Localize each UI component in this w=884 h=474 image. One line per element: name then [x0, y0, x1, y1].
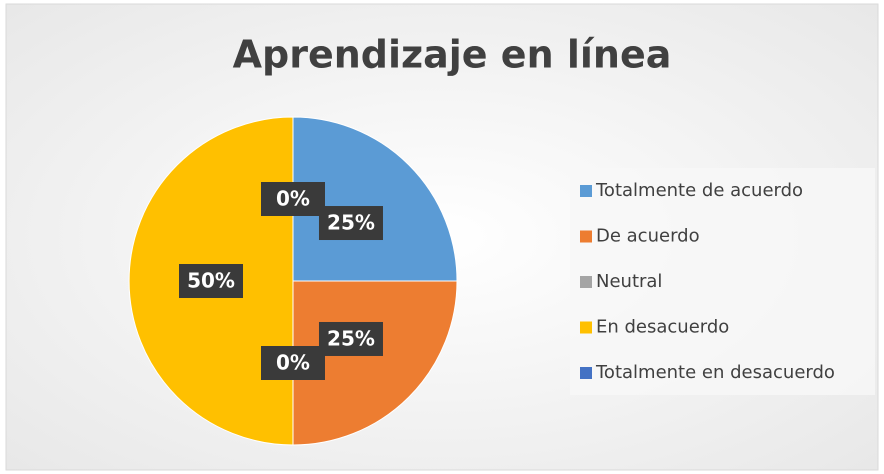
- legend-swatch: [580, 321, 592, 334]
- data-label-box: [179, 264, 243, 298]
- data-label-box: [318, 206, 383, 241]
- chart-title: Aprendizaje en línea: [233, 33, 672, 77]
- data-label: 25%: [327, 326, 375, 350]
- legend-label: Totalmente en desacuerdo: [595, 362, 835, 383]
- legend-label: Neutral: [596, 271, 662, 292]
- data-label-box: [261, 182, 325, 216]
- legend-swatch: [580, 185, 592, 197]
- data-label: 0%: [276, 187, 310, 211]
- legend-swatch: [580, 230, 592, 243]
- data-label: 0%: [276, 351, 310, 375]
- legend-label: De acuerdo: [596, 226, 700, 247]
- data-label-box: [261, 346, 325, 380]
- legend-box: [570, 168, 875, 395]
- data-label: 50%: [187, 269, 235, 293]
- data-label-box: [318, 321, 383, 356]
- legend-swatch: [580, 367, 592, 379]
- legend-swatch: [580, 276, 592, 288]
- legend-label: Totalmente de acuerdo: [595, 180, 803, 201]
- data-label: 25%: [327, 211, 375, 235]
- legend-label: En desacuerdo: [596, 317, 729, 338]
